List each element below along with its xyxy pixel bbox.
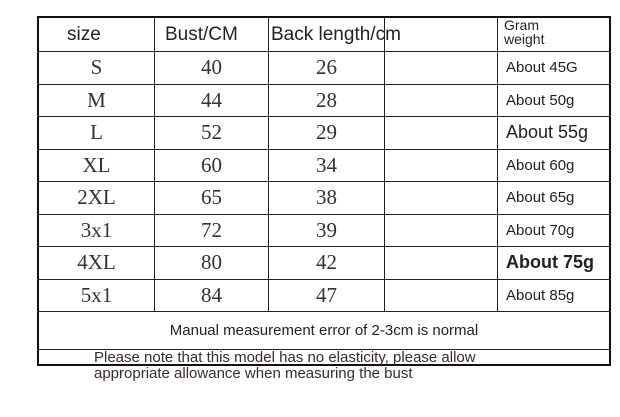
bust-cell: 80 [155, 247, 269, 279]
weight-cell: About 75g [506, 252, 594, 273]
header-back-length: Back length/cm [269, 18, 401, 51]
table-row: 2XL 65 38 About 65g [39, 182, 609, 215]
blank-cell [385, 214, 498, 246]
bust-cell: 65 [155, 182, 269, 214]
blank-cell [385, 149, 498, 181]
header-row: size Bust/CM Back length/cm Gram weight [39, 18, 609, 52]
header-bust: Bust/CM [155, 18, 269, 51]
blank-cell [385, 52, 498, 84]
back-length-cell: 42 [269, 247, 385, 279]
back-length-cell: 47 [269, 279, 385, 311]
back-length-cell: 28 [269, 84, 385, 116]
size-cell: 5x1 [39, 279, 155, 311]
blank-cell [385, 117, 498, 149]
weight-cell: About 70g [506, 221, 575, 239]
back-length-cell: 38 [269, 182, 385, 214]
back-length-cell: 29 [269, 117, 385, 149]
weight-cell: About 85g [506, 286, 575, 304]
header-size: size [39, 18, 155, 51]
table-row: 3x1 72 39 About 70g [39, 214, 609, 247]
weight-cell: About 50g [506, 91, 575, 109]
header-weight-line1: Gram [504, 18, 539, 33]
size-cell: 4XL [39, 247, 155, 279]
blank-cell [385, 279, 498, 311]
size-cell: XL [39, 149, 155, 181]
size-chart-table: size Bust/CM Back length/cm Gram weight … [37, 16, 611, 382]
bust-cell: 84 [155, 279, 269, 311]
blank-cell [385, 182, 498, 214]
elasticity-note-line1: Please note that this model has no elast… [94, 349, 476, 366]
header-weight-line2: weight [504, 31, 545, 47]
size-cell: M [39, 84, 155, 116]
size-cell: S [39, 52, 155, 84]
back-length-cell: 34 [269, 149, 385, 181]
back-length-cell: 39 [269, 214, 385, 246]
table-row: S 40 26 About 45G [39, 52, 609, 85]
blank-cell [385, 84, 498, 116]
table-row: M 44 28 About 50g [39, 84, 609, 117]
bust-cell: 72 [155, 214, 269, 246]
weight-cell: About 65g [506, 189, 575, 207]
header-blank [385, 18, 498, 51]
size-cell: L [39, 117, 155, 149]
table-row: 4XL 80 42 About 75g [39, 247, 609, 280]
weight-cell: About 45G [506, 59, 578, 77]
measurement-error-note: Manual measurement error of 2-3cm is nor… [39, 312, 609, 350]
bust-cell: 44 [155, 84, 269, 116]
bust-cell: 52 [155, 117, 269, 149]
table-body: S 40 26 About 45G M 44 28 About 50g L 52 29 About 5… [39, 52, 609, 312]
size-cell: 2XL [39, 182, 155, 214]
size-cell: 3x1 [39, 214, 155, 246]
table-row: 5x1 84 47 About 85g [39, 279, 609, 312]
elasticity-note-line2: appropriate allowance when measuring the… [94, 365, 413, 382]
blank-cell [385, 247, 498, 279]
table-row: L 52 29 About 55g [39, 117, 609, 150]
bust-cell: 60 [155, 149, 269, 181]
elasticity-note: Please note that this model has no elast… [39, 350, 609, 382]
back-length-cell: 26 [269, 52, 385, 84]
table-row: XL 60 34 About 60g [39, 149, 609, 182]
weight-cell: About 55g [506, 122, 589, 143]
weight-cell: About 60g [506, 156, 575, 174]
bust-cell: 40 [155, 52, 269, 84]
header-gram-weight: Gram weight [498, 18, 609, 51]
